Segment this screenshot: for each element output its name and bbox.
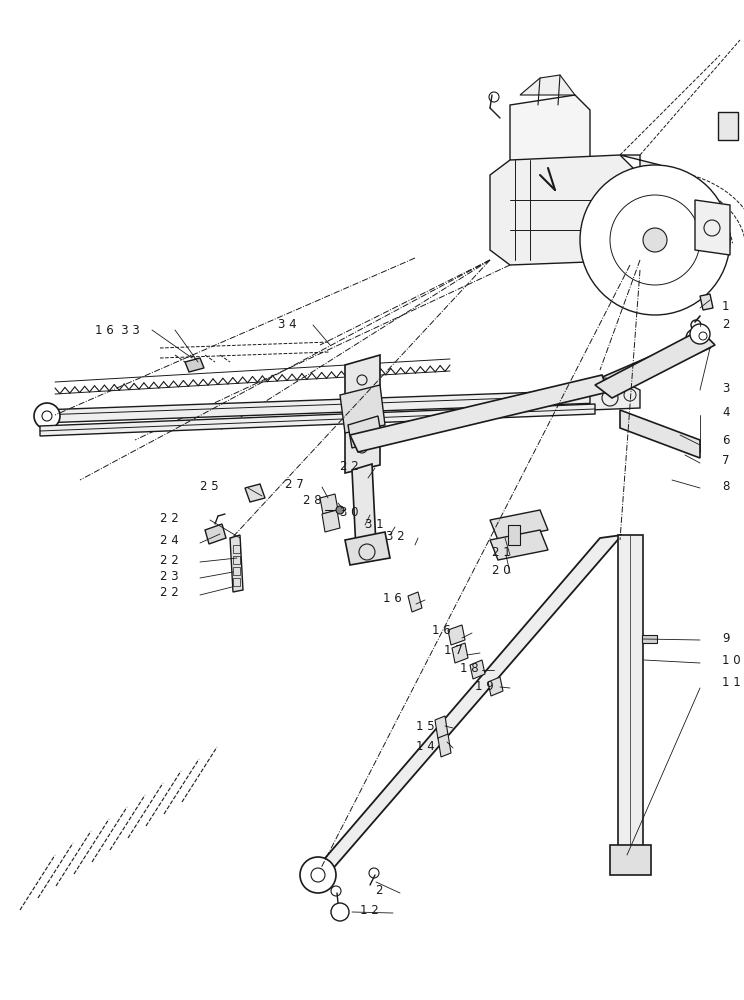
Polygon shape <box>322 510 340 532</box>
Text: 1 9: 1 9 <box>475 680 494 692</box>
Text: 1 8: 1 8 <box>460 662 478 674</box>
Polygon shape <box>348 416 382 448</box>
Polygon shape <box>695 200 730 255</box>
Text: 1 4: 1 4 <box>416 740 434 752</box>
Text: 4: 4 <box>722 406 730 420</box>
Polygon shape <box>700 294 713 310</box>
Text: 3: 3 <box>722 381 729 394</box>
Text: 2 5: 2 5 <box>200 481 219 493</box>
Polygon shape <box>488 677 503 696</box>
Bar <box>718 112 738 140</box>
Polygon shape <box>618 535 643 850</box>
Polygon shape <box>620 155 680 260</box>
Polygon shape <box>245 484 265 502</box>
Text: 2: 2 <box>375 884 382 898</box>
Bar <box>233 578 240 586</box>
Polygon shape <box>620 410 700 458</box>
Polygon shape <box>408 592 422 612</box>
Polygon shape <box>490 530 548 560</box>
Bar <box>233 545 240 553</box>
Circle shape <box>34 403 60 429</box>
Polygon shape <box>595 330 715 398</box>
Text: 1 1: 1 1 <box>722 676 741 688</box>
Polygon shape <box>230 535 243 592</box>
Text: 2 3: 2 3 <box>160 570 179 582</box>
Polygon shape <box>40 390 600 423</box>
Polygon shape <box>448 625 465 645</box>
Text: 1 6: 1 6 <box>432 624 451 638</box>
Text: 1 6: 1 6 <box>383 591 402 604</box>
Circle shape <box>686 329 704 347</box>
Polygon shape <box>345 355 380 473</box>
Bar <box>233 567 240 575</box>
Polygon shape <box>320 494 338 514</box>
Polygon shape <box>340 385 385 433</box>
Text: 3 1: 3 1 <box>365 518 384 532</box>
Bar <box>233 556 240 564</box>
Text: 1: 1 <box>722 300 730 312</box>
Text: 7: 7 <box>722 454 730 468</box>
Text: 2 1: 2 1 <box>492 546 510 560</box>
Text: 2 8: 2 8 <box>303 494 321 508</box>
Polygon shape <box>452 643 468 663</box>
Circle shape <box>690 324 710 344</box>
Polygon shape <box>600 335 710 392</box>
Text: 1 7: 1 7 <box>444 645 463 658</box>
Polygon shape <box>205 524 226 544</box>
Bar <box>508 525 520 545</box>
Polygon shape <box>490 155 640 265</box>
Polygon shape <box>490 510 548 540</box>
Text: 2 2: 2 2 <box>160 554 179 566</box>
Text: 2 2: 2 2 <box>160 512 179 524</box>
Text: 6: 6 <box>722 434 730 448</box>
Circle shape <box>336 506 344 514</box>
Circle shape <box>300 857 336 893</box>
Polygon shape <box>185 358 204 372</box>
Polygon shape <box>308 535 622 878</box>
Text: 1 6  3 3: 1 6 3 3 <box>95 324 140 336</box>
Text: 8: 8 <box>722 480 729 492</box>
Text: 9: 9 <box>722 632 730 645</box>
Polygon shape <box>590 380 640 410</box>
Polygon shape <box>352 464 376 550</box>
Polygon shape <box>610 845 651 875</box>
Polygon shape <box>520 75 575 95</box>
Circle shape <box>643 228 667 252</box>
Text: 3 2: 3 2 <box>386 530 405 544</box>
Polygon shape <box>40 404 595 436</box>
Polygon shape <box>350 375 608 452</box>
Text: 2 2: 2 2 <box>160 586 179 599</box>
Polygon shape <box>470 660 485 679</box>
Text: 2 7: 2 7 <box>285 479 304 491</box>
Text: 1 5: 1 5 <box>416 720 434 732</box>
Text: 2 2: 2 2 <box>340 460 359 473</box>
Text: 1 0: 1 0 <box>722 654 740 666</box>
Polygon shape <box>510 95 590 165</box>
Polygon shape <box>435 716 448 739</box>
Bar <box>642 635 657 643</box>
Polygon shape <box>345 532 390 565</box>
Text: 3 0: 3 0 <box>340 506 359 520</box>
Text: 2 0: 2 0 <box>492 564 510 578</box>
Polygon shape <box>438 734 451 757</box>
Text: 2: 2 <box>722 318 730 330</box>
Circle shape <box>580 165 730 315</box>
Text: 1 2: 1 2 <box>360 904 379 918</box>
Text: 3 4: 3 4 <box>278 318 297 332</box>
Text: 2 4: 2 4 <box>160 534 179 546</box>
